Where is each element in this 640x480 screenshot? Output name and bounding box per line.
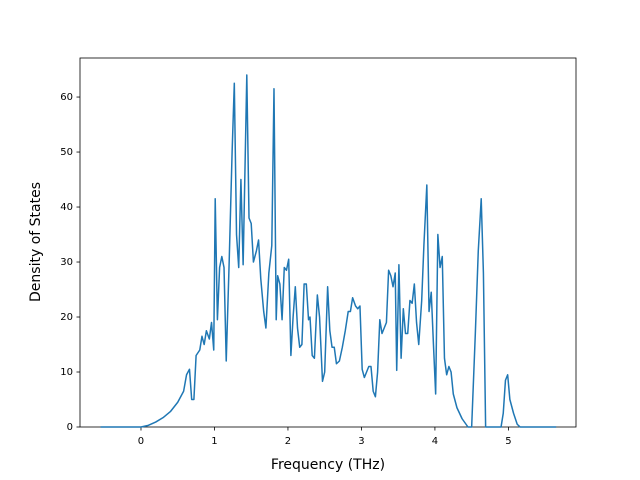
y-tick-label: 20: [60, 312, 73, 323]
plot-frame: [79, 57, 577, 428]
x-tick-label: 4: [432, 436, 438, 447]
y-tick-label: 30: [60, 257, 73, 268]
x-tick-label: 0: [138, 436, 144, 447]
x-tick-label: 3: [358, 436, 364, 447]
y-tick-label: 60: [60, 92, 73, 103]
x-tick-label: 2: [285, 436, 291, 447]
y-tick-label: 50: [60, 147, 73, 158]
data-line: [100, 74, 557, 428]
x-tick-label: 5: [505, 436, 511, 447]
x-axis-label: Frequency (THz): [271, 457, 385, 473]
y-tick-label: 0: [67, 422, 73, 433]
y-axis-label: Density of States: [28, 182, 44, 302]
y-tick-label: 40: [60, 202, 73, 213]
y-tick-label: 10: [60, 367, 73, 378]
x-tick-label: 1: [211, 436, 217, 447]
